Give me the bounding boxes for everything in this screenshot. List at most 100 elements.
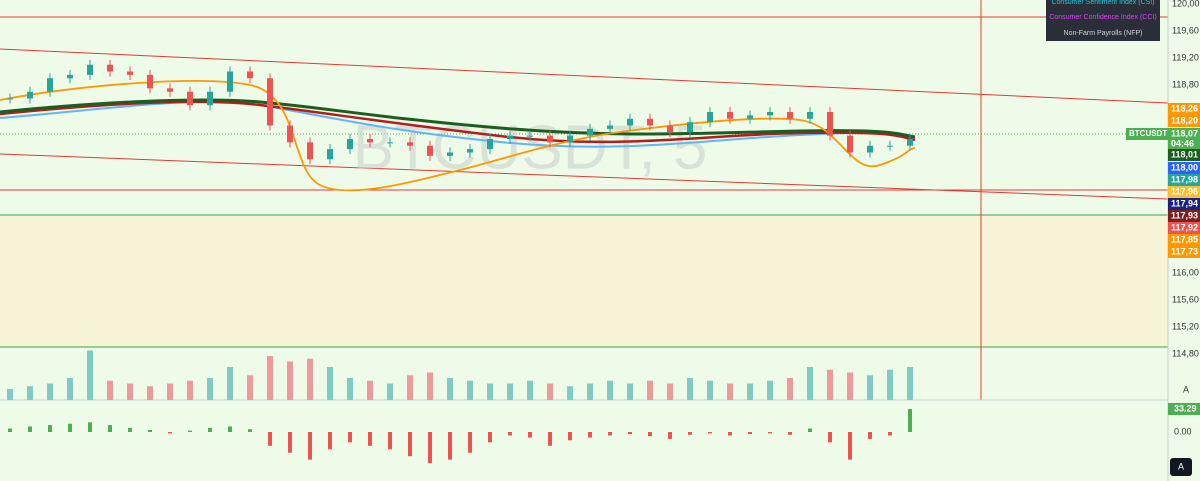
price-tag-label: 118,01	[1171, 149, 1198, 159]
osc-bar	[268, 432, 272, 446]
candle	[427, 145, 433, 156]
volume-bar	[67, 378, 73, 400]
osc-bar	[548, 432, 552, 446]
volume-bar	[47, 383, 53, 400]
osc-bar	[668, 432, 672, 439]
osc-bar	[688, 432, 692, 435]
osc-bar	[588, 432, 592, 438]
candle	[527, 135, 533, 137]
pane-label: A	[1183, 384, 1189, 394]
volume-bar	[607, 380, 613, 400]
osc-bar	[648, 432, 652, 437]
osc-tag	[1168, 403, 1200, 415]
menu-item[interactable]	[1046, 9, 1160, 26]
osc-bar	[208, 427, 212, 432]
osc-bar	[148, 429, 152, 432]
candle	[67, 74, 73, 79]
osc-bar	[888, 432, 892, 436]
candle	[347, 139, 353, 150]
candle	[607, 125, 613, 129]
candle	[7, 98, 13, 100]
candle	[687, 122, 693, 133]
osc-bar	[388, 432, 392, 450]
volume-bar	[807, 367, 813, 400]
candle	[727, 112, 733, 119]
candle	[807, 112, 813, 119]
osc-bar	[348, 432, 352, 443]
candle	[327, 149, 333, 160]
osc-bar	[408, 432, 412, 457]
osc-bar	[108, 425, 112, 432]
volume-bar	[907, 367, 913, 400]
osc-bar	[68, 423, 72, 432]
volume-bar	[487, 383, 493, 400]
volume-bar	[507, 383, 513, 400]
volume-bar	[827, 369, 833, 400]
volume-bar	[567, 386, 573, 400]
volume-bar	[667, 383, 673, 400]
price-tick-label: 115,20	[1172, 321, 1199, 331]
osc-bar	[48, 425, 52, 432]
candle	[287, 125, 293, 143]
osc-bar	[308, 432, 312, 460]
osc-bar	[288, 432, 292, 453]
volume-bar	[627, 383, 633, 400]
osc-bar	[468, 432, 472, 453]
price-tag	[1168, 246, 1200, 258]
volume-bar	[547, 383, 553, 400]
price-tick-label: 119,20	[1172, 52, 1199, 62]
candle	[767, 112, 773, 116]
trend-lower	[0, 153, 1169, 200]
candle	[147, 74, 153, 89]
volume-bar	[527, 380, 533, 400]
candle	[547, 135, 553, 143]
price-tag	[1168, 186, 1200, 198]
candle	[247, 71, 253, 79]
volume-bar	[107, 380, 113, 400]
volume-bar	[467, 380, 473, 400]
candle	[87, 64, 93, 75]
osc-bar	[848, 432, 852, 460]
volume-bar	[787, 378, 793, 400]
osc-bar	[8, 428, 12, 432]
volume-bar	[7, 389, 13, 400]
trend-upper	[0, 48, 1169, 104]
osc-bar	[708, 432, 712, 434]
price-tag	[1168, 174, 1200, 186]
volume-bar	[347, 378, 353, 400]
volume-bar	[27, 386, 33, 400]
price-tick-label: 115,60	[1172, 294, 1199, 304]
candle	[367, 139, 373, 143]
osc-bar	[488, 432, 492, 443]
candle	[567, 135, 573, 143]
price-tag	[1168, 222, 1200, 234]
osc-bar	[868, 432, 872, 439]
candle	[507, 135, 513, 139]
menu-item[interactable]	[1046, 0, 1160, 10]
price-tick-label: 116,00	[1172, 267, 1199, 277]
volume-bar	[887, 369, 893, 400]
price-tick-label: 114,80	[1172, 348, 1199, 358]
volume-bar	[227, 367, 233, 400]
volume-bar	[647, 380, 653, 400]
candle	[787, 112, 793, 119]
candle	[227, 71, 233, 92]
ma-orange	[0, 80, 916, 192]
pane-button[interactable]	[1170, 458, 1192, 476]
volume-bar	[407, 375, 413, 400]
volume-bar	[307, 358, 313, 400]
osc-bar	[508, 432, 512, 436]
candle	[407, 142, 413, 146]
price-tag	[1168, 149, 1200, 161]
volume-bar	[707, 380, 713, 400]
volume-bar	[387, 383, 393, 400]
volume-bar	[427, 372, 433, 400]
price-tag	[1168, 198, 1200, 210]
price-tag-label: 118,20	[1171, 115, 1198, 125]
price-tag-label: 118,00	[1171, 162, 1198, 172]
menu-item[interactable]	[1046, 26, 1160, 41]
candle	[707, 112, 713, 123]
price-tag-label: 117,85	[1171, 234, 1198, 244]
osc-bar	[228, 426, 232, 432]
osc-bar	[568, 432, 572, 441]
